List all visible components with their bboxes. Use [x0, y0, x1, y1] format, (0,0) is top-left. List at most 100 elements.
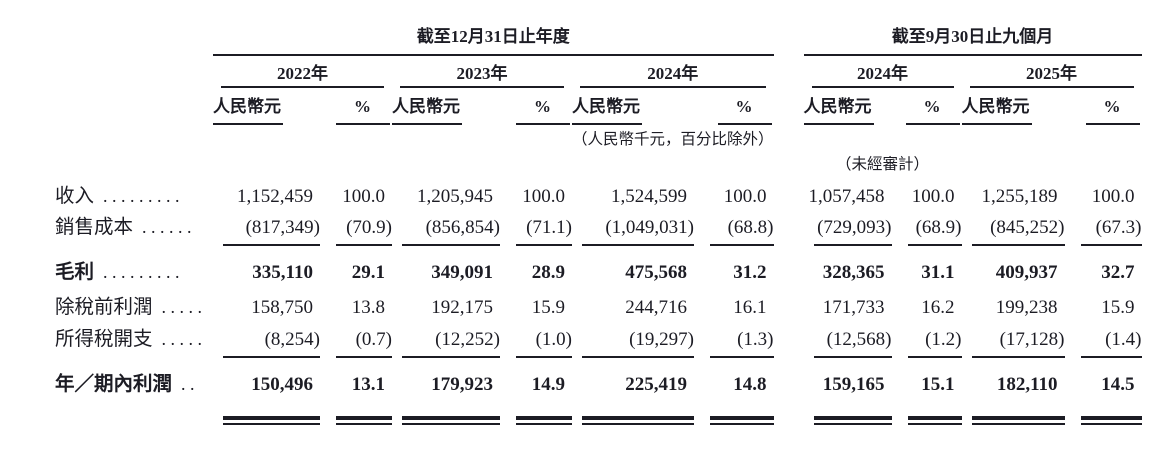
- amount-header-rule: [961, 123, 1032, 125]
- separator-rule: [336, 244, 392, 246]
- row-label: 銷售成本 ......: [55, 212, 213, 244]
- amount-header-rule: [213, 123, 283, 125]
- separator-rule: [336, 356, 392, 358]
- separator-rule: [709, 244, 774, 246]
- double-rule: [971, 415, 1065, 425]
- row-label-text: 年／期內利潤: [55, 373, 173, 395]
- separator-rule: [402, 244, 500, 246]
- table-row: 收入 ......... 1,152,459 100.0 1,205,945 100.0…: [55, 182, 1142, 212]
- amount-value: 328,365: [822, 262, 885, 284]
- percent-header-rule: [516, 123, 570, 125]
- percent-column-header: %: [1103, 97, 1121, 117]
- leader-dots: .........: [94, 185, 185, 206]
- amount-value: (12,252): [435, 329, 500, 351]
- amount-value: (856,854): [425, 217, 500, 239]
- group-rule-row: [55, 54, 1142, 62]
- amount-column-header: 人民幣元: [572, 97, 640, 117]
- amount-value: 158,750: [251, 297, 313, 319]
- amount-value: 1,524,599: [610, 186, 687, 208]
- separator-rule: [582, 244, 694, 246]
- leader-dots: .....: [152, 296, 207, 317]
- percent-value: 16.1: [733, 297, 767, 319]
- row-label: 年／期內利潤 ..: [55, 366, 213, 404]
- leader-dots: .........: [94, 261, 185, 282]
- percent-header-rule: [905, 123, 960, 125]
- percent-value: 100.0: [342, 186, 385, 208]
- double-rule: [516, 415, 572, 425]
- percent-value: (0.7): [355, 329, 392, 351]
- double-rule: [813, 415, 892, 425]
- double-rule: [709, 415, 774, 425]
- percent-value: (71.1): [526, 217, 572, 239]
- separator-rule: [971, 244, 1065, 246]
- percent-value: (1.4): [1105, 329, 1142, 351]
- leader-dots: .....: [152, 328, 207, 349]
- percent-value: (1.2): [925, 329, 962, 351]
- double-rule-row: [55, 404, 1142, 430]
- percent-value: 13.1: [351, 374, 385, 396]
- percent-column-header: %: [354, 97, 371, 117]
- percent-value: (1.0): [535, 329, 572, 351]
- row-label-text: 收入: [55, 185, 95, 207]
- unit-note: （人民幣千元，百分比除外）: [572, 130, 774, 148]
- amount-value: 1,205,945: [417, 186, 493, 208]
- separator-rule: [813, 244, 892, 246]
- amount-value: 409,937: [995, 262, 1058, 284]
- amount-header-rule: [572, 123, 642, 125]
- amount-column-header: 人民幣元: [961, 97, 1030, 117]
- group-rule-annual: [213, 54, 774, 56]
- financial-summary-table: 截至12月31日止年度 截至9月30日止九個月 2022年 2023年 2024…: [55, 20, 1142, 430]
- subcolumn-header-row: 人民幣元% 人民幣元% 人民幣元% 人民幣元% 人民幣元%: [55, 94, 1142, 120]
- percent-value: 14.5: [1101, 374, 1135, 396]
- amount-value: (17,128): [999, 329, 1065, 351]
- period-group-header-row: 截至12月31日止年度 截至9月30日止九個月: [55, 20, 1142, 54]
- table-row: 銷售成本 ...... (817,349) (70.9) (856,854) (71.1…: [55, 212, 1142, 244]
- amount-column-header: 人民幣元: [213, 97, 281, 117]
- separator-rule: [582, 356, 694, 358]
- amount-value: 171,733: [822, 297, 885, 319]
- amount-value: 1,152,459: [237, 186, 313, 208]
- table-row: 所得稅開支 ..... (8,254) (0.7) (12,252) (1.0) (19,…: [55, 324, 1142, 356]
- separator-rule-row: [55, 356, 1142, 366]
- amount-value: 349,091: [431, 262, 493, 284]
- table-row: 毛利 ......... 335,110 29.1 349,091 28.9 475,56…: [55, 254, 1142, 292]
- unit-note-row: （人民幣千元，百分比除外）: [55, 128, 1142, 152]
- separator-rule: [516, 356, 572, 358]
- percent-value: 100.0: [522, 186, 565, 208]
- percent-value: 15.1: [921, 374, 955, 396]
- percent-value: (70.9): [346, 217, 392, 239]
- amount-value: 335,110: [252, 262, 313, 284]
- period-group-annual-label: 截至12月31日止年度: [416, 27, 570, 47]
- year-header-2023: 2023年: [456, 64, 508, 84]
- document-page: { "page": { "background": "#ffffff", "te…: [0, 20, 1165, 463]
- percent-value: 14.9: [531, 374, 565, 396]
- year-header-row: 2022年 2023年 2024年 2024年 2025年: [55, 62, 1142, 86]
- double-rule: [1080, 415, 1142, 425]
- percent-value: 14.8: [733, 374, 767, 396]
- amount-value: 475,568: [625, 262, 687, 284]
- leader-dots: ..: [172, 373, 200, 394]
- percent-value: (67.3): [1095, 217, 1142, 239]
- separator-rule-row: [55, 244, 1142, 254]
- double-rule: [336, 415, 392, 425]
- percent-value: (1.3): [737, 329, 774, 351]
- amount-value: (845,252): [990, 217, 1065, 239]
- percent-column-header: %: [735, 97, 753, 117]
- separator-rule: [709, 356, 774, 358]
- amount-value: 244,716: [625, 297, 687, 319]
- corner-blank: [55, 20, 213, 54]
- period-group-annual: 截至12月31日止年度: [213, 20, 774, 54]
- year-header-2025-9m: 2025年: [1026, 64, 1078, 84]
- leader-dots: ......: [133, 216, 197, 237]
- amount-value: (12,568): [826, 329, 892, 351]
- table-row: 年／期內利潤 .. 150,496 13.1 179,923 14.9 225,419 14…: [55, 366, 1142, 404]
- separator-rule: [813, 356, 892, 358]
- row-label: 收入 .........: [55, 182, 213, 212]
- double-rule: [907, 415, 962, 425]
- percent-value: 28.9: [531, 262, 565, 284]
- amount-column-header: 人民幣元: [803, 97, 872, 117]
- percent-value: 31.2: [733, 262, 767, 284]
- year-rule-row: [55, 86, 1142, 94]
- row-label-text: 毛利: [55, 261, 95, 283]
- amount-value: (729,093): [817, 217, 892, 239]
